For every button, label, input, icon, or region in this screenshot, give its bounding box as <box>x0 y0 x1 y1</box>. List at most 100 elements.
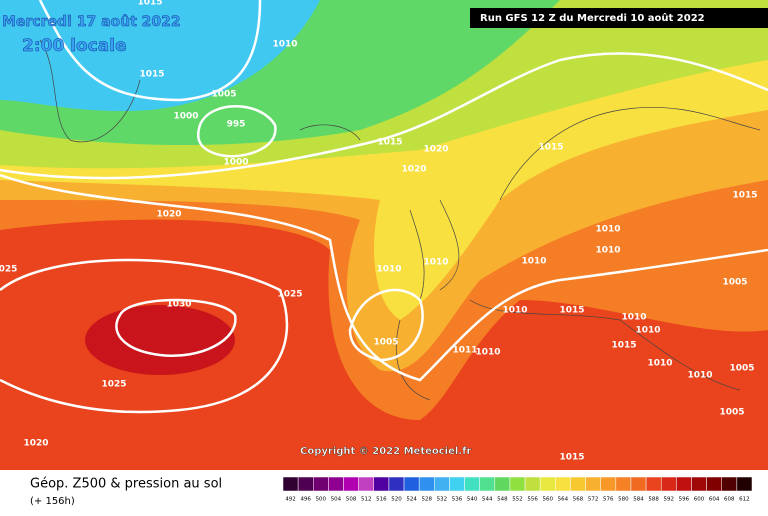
legend-label: 612 <box>739 497 750 503</box>
isobar-label: 1015 <box>732 191 757 201</box>
legend-swatch <box>509 476 526 492</box>
legend-swatch <box>479 476 496 492</box>
legend-label: 520 <box>391 497 402 503</box>
legend-label: 568 <box>573 497 584 503</box>
zone-cyan <box>0 0 320 112</box>
legend-label: 576 <box>603 497 614 503</box>
legend-swatch <box>464 476 480 492</box>
legend-label: 560 <box>543 497 554 503</box>
isobar-label: 1015 <box>137 0 162 8</box>
legend-label: 496 <box>300 497 311 503</box>
zone-dark-red <box>85 305 235 375</box>
isobar <box>0 52 768 180</box>
isobar-label: 995 <box>227 120 246 130</box>
isobar-label: 1020 <box>156 210 181 220</box>
isobar-label: 1010 <box>272 40 297 50</box>
copyright: Copyright © 2022 Meteociel.fr <box>300 446 471 457</box>
isobar-label: 1005 <box>373 338 398 348</box>
legend-label: 504 <box>331 497 342 503</box>
isobar-label: 1015 <box>538 143 563 153</box>
isobar-label: 1015 <box>611 341 636 351</box>
isobar-label: 1010 <box>687 371 712 381</box>
isobar-label: 1015 <box>559 453 584 463</box>
legend-label: 604 <box>709 497 720 503</box>
legend-label: 592 <box>664 497 675 503</box>
isobar <box>348 288 424 362</box>
legend-swatch <box>600 476 617 492</box>
legend-swatch <box>373 476 390 492</box>
isobar-label: 1020 <box>23 439 48 449</box>
isobar-label: 025 <box>0 265 17 275</box>
legend: 492 496 500 504 508 512 516 520 524 528 532 536 540 5… <box>282 476 753 503</box>
footer-lead: (+ 156h) <box>30 496 75 507</box>
isobar-label: 1011 <box>452 346 477 356</box>
isobar-label: 1010 <box>635 326 660 336</box>
isobar-label: 1020 <box>423 145 448 155</box>
legend-label: 512 <box>361 497 372 503</box>
legend-label: 608 <box>724 497 735 503</box>
legend-swatch <box>721 476 738 492</box>
legend-label: 580 <box>618 497 629 503</box>
isobar-label: 1025 <box>277 290 302 300</box>
legend-swatch <box>615 476 632 492</box>
isobar-label: 1005 <box>722 278 747 288</box>
run-text: Run GFS 12 Z du Mercredi 10 août 2022 <box>480 12 705 24</box>
isobar-label: 1010 <box>647 359 672 369</box>
legend-swatch <box>660 476 677 492</box>
isobar-label: 1005 <box>719 408 744 418</box>
isobar-label: 1010 <box>521 257 546 267</box>
run-box <box>470 8 768 28</box>
isobar-label: 1000 <box>173 112 198 122</box>
legend-label: 532 <box>437 497 448 503</box>
legend-label: 596 <box>679 497 690 503</box>
legend-label: 572 <box>588 497 599 503</box>
legend-label: 548 <box>497 497 508 503</box>
legend-swatch <box>494 476 511 492</box>
date-text: Mercredi 17 août 2022 <box>2 14 181 30</box>
legend-label: 540 <box>467 497 478 503</box>
legend-swatch <box>539 476 556 492</box>
legend-swatch <box>358 476 375 492</box>
isobar <box>115 298 237 358</box>
isobar-label: 1030 <box>166 300 191 310</box>
legend-swatch <box>555 476 571 492</box>
legend-label: 516 <box>376 497 387 503</box>
legend-swatch <box>449 476 465 492</box>
legend-swatch <box>403 476 420 492</box>
legend-swatch <box>388 476 405 492</box>
legend-swatch <box>570 476 586 492</box>
legend-swatch <box>630 476 647 492</box>
legend-swatch <box>418 476 435 492</box>
legend-swatch <box>524 476 541 492</box>
isobar-label: 1015 <box>139 70 164 80</box>
isobar-label: 1010 <box>595 225 620 235</box>
legend-swatch <box>585 476 601 492</box>
legend-label: 588 <box>648 497 659 503</box>
isobar-label: 1005 <box>729 364 754 374</box>
isobar-label: 1025 <box>101 380 126 390</box>
legend-label: 536 <box>452 497 463 503</box>
legend-label: 564 <box>558 497 569 503</box>
isobar-label: 1010 <box>502 306 527 316</box>
footer-title: Géop. Z500 & pression au sol <box>30 477 222 492</box>
isobar-label: 1020 <box>401 165 426 175</box>
legend-swatch <box>691 476 707 492</box>
legend-label: 524 <box>406 497 417 503</box>
legend-label: 544 <box>482 497 493 503</box>
isobar <box>0 258 289 414</box>
legend-swatch <box>706 476 722 492</box>
isobar-label: 1010 <box>595 246 620 256</box>
legend-swatch <box>343 476 359 492</box>
legend-label: 508 <box>346 497 357 503</box>
isobar <box>196 105 277 158</box>
coastline <box>39 39 761 401</box>
legend-swatch <box>645 476 662 492</box>
legend-label: 552 <box>512 497 523 503</box>
time-text: 2:00 locale <box>22 36 127 56</box>
isobar <box>38 0 262 102</box>
legend-swatch <box>282 476 299 492</box>
legend-swatch <box>297 476 314 492</box>
legend-swatch <box>328 476 344 492</box>
isobar-label: 1015 <box>377 138 402 148</box>
